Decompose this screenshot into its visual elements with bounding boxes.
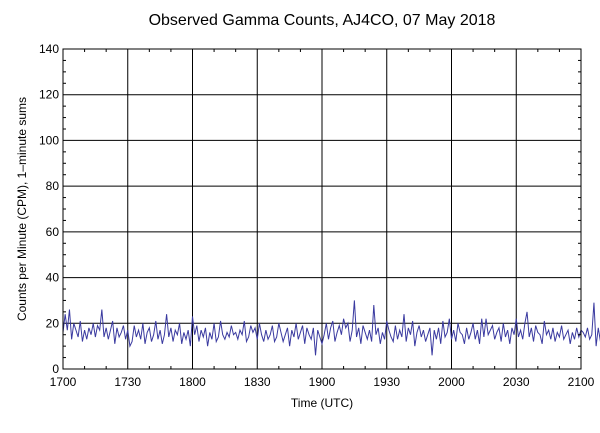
x-tick-label: 2000: [438, 375, 465, 389]
y-tick-label: 20: [46, 316, 60, 330]
y-tick-label: 0: [52, 362, 59, 376]
y-tick-label: 60: [46, 225, 60, 239]
y-tick-labels: 0 20 40 60 80 100 120 140: [39, 42, 59, 376]
x-axis-label: Time (UTC): [291, 396, 353, 410]
grid-lines: [62, 48, 582, 370]
y-tick-label: 120: [39, 88, 59, 102]
x-tick-label: 1700: [50, 375, 77, 389]
y-tick-label: 100: [39, 133, 59, 147]
y-tick-label: 140: [39, 42, 59, 56]
series-line: [62, 300, 600, 356]
x-tick-label: 2030: [503, 375, 530, 389]
x-tick-labels: 1700 1730 1800 1830 1900 1930 2000 2030 2100: [50, 375, 595, 389]
x-tick-label: 1930: [373, 375, 400, 389]
x-tick-label: 2100: [568, 375, 595, 389]
chart-title: Observed Gamma Counts, AJ4CO, 07 May 201…: [149, 12, 496, 29]
x-tick-label: 1800: [179, 375, 206, 389]
x-tick-label: 1730: [114, 375, 141, 389]
y-tick-label: 80: [46, 179, 60, 193]
x-tick-label: 1900: [309, 375, 336, 389]
x-tick-label: 1830: [244, 375, 271, 389]
y-axis-label: Counts per Minute (CPM), 1–minute sums: [15, 97, 29, 321]
y-tick-label: 40: [46, 271, 60, 285]
axis-ticks: [63, 49, 581, 369]
